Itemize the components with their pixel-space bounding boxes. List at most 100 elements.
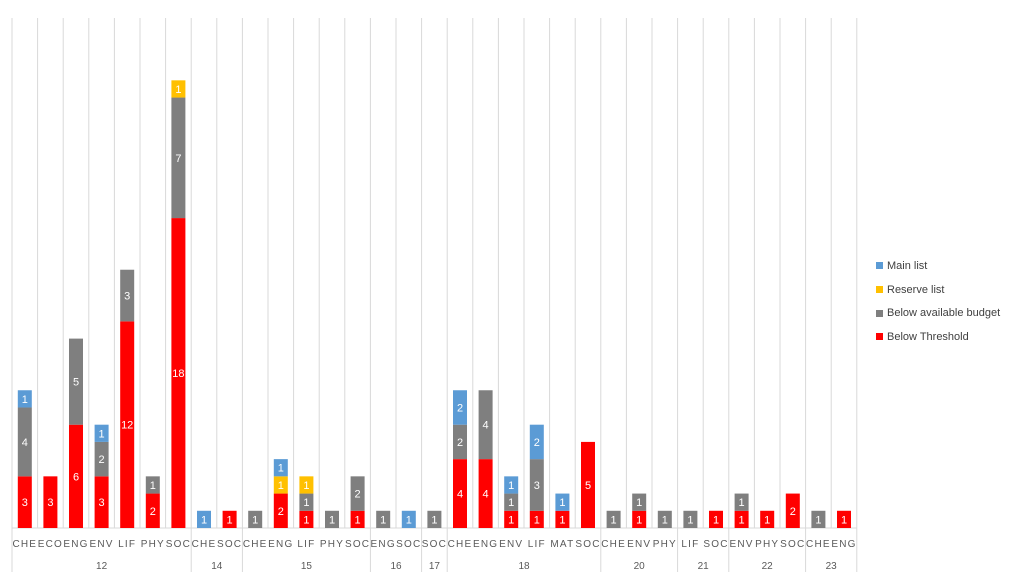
x-tick-label: MAT bbox=[550, 539, 574, 550]
bar-segment bbox=[120, 269, 135, 322]
bar-segment bbox=[811, 510, 826, 528]
legend: Main list Reserve list Below available bud… bbox=[876, 254, 1000, 349]
x-tick-label: LIF bbox=[297, 539, 315, 550]
group-label: 22 bbox=[762, 561, 774, 572]
legend-label: Main list bbox=[887, 259, 928, 272]
data-label: 1 bbox=[303, 480, 309, 492]
data-label: 1 bbox=[662, 514, 668, 526]
x-tick-label: PHY bbox=[141, 539, 165, 550]
bar-segment bbox=[453, 424, 467, 460]
bar-segment bbox=[145, 493, 160, 528]
data-label: 3 bbox=[534, 480, 540, 492]
bar-segment bbox=[94, 424, 109, 442]
x-tick-label: CHE bbox=[806, 539, 831, 550]
bar-segment bbox=[171, 97, 186, 219]
x-tick-label: ECO bbox=[38, 539, 63, 550]
group-label: 12 bbox=[96, 561, 108, 572]
data-label: 4 bbox=[457, 489, 463, 501]
bar-segment bbox=[581, 441, 595, 528]
bar-segment bbox=[709, 510, 723, 528]
bar-segment bbox=[478, 390, 493, 460]
bar-segment bbox=[248, 510, 263, 528]
bar-segment bbox=[299, 476, 314, 494]
data-label: 2 bbox=[534, 437, 540, 449]
bar-segment bbox=[504, 510, 519, 528]
bar-segment bbox=[43, 476, 58, 528]
bar-segment bbox=[120, 321, 135, 528]
legend-label: Below available budget bbox=[887, 307, 1001, 320]
bar-segment bbox=[555, 510, 570, 528]
bar-segment bbox=[222, 510, 237, 528]
data-label: 1 bbox=[175, 84, 181, 96]
legend-item: Reserve list bbox=[876, 278, 1000, 302]
legend-swatch bbox=[876, 333, 883, 341]
bar-segment bbox=[376, 510, 391, 528]
bar-segment bbox=[273, 493, 288, 528]
data-label: 1 bbox=[636, 514, 642, 526]
data-label: 1 bbox=[636, 497, 642, 509]
bar-segment bbox=[529, 424, 544, 460]
data-label: 1 bbox=[431, 514, 437, 526]
data-label: 1 bbox=[278, 463, 284, 475]
x-tick-label: PHY bbox=[320, 539, 344, 550]
x-tick-label: LIF bbox=[118, 539, 136, 550]
bar-segment bbox=[504, 493, 519, 511]
data-label: 5 bbox=[585, 480, 591, 492]
data-label: 1 bbox=[815, 514, 821, 526]
bar-segment bbox=[350, 510, 365, 528]
data-label: 5 bbox=[73, 377, 79, 389]
bar-segment bbox=[837, 510, 851, 528]
bar-segment bbox=[299, 510, 314, 528]
data-label: 3 bbox=[99, 497, 105, 509]
data-label: 1 bbox=[841, 514, 847, 526]
x-tick-label: SOC bbox=[166, 539, 191, 550]
group-label: 16 bbox=[390, 561, 402, 572]
data-label: 1 bbox=[252, 514, 258, 526]
bar-segment bbox=[785, 493, 800, 528]
group-label: 15 bbox=[301, 561, 313, 572]
data-label: 2 bbox=[355, 489, 361, 501]
bar-segment bbox=[504, 476, 519, 494]
x-tick-label: SOC bbox=[575, 539, 600, 550]
data-label: 1 bbox=[99, 428, 105, 440]
data-label: 1 bbox=[559, 514, 565, 526]
data-label: 4 bbox=[483, 420, 489, 432]
x-tick-label: ENV bbox=[499, 539, 523, 550]
bar-segment bbox=[17, 476, 32, 528]
bar-segment bbox=[427, 510, 442, 528]
data-label: 1 bbox=[611, 514, 617, 526]
data-label: 1 bbox=[713, 514, 719, 526]
data-label: 1 bbox=[201, 514, 207, 526]
x-tick-label: CHE bbox=[192, 539, 217, 550]
data-label: 2 bbox=[790, 506, 796, 518]
bar-segment bbox=[273, 459, 288, 477]
data-label: 1 bbox=[355, 514, 361, 526]
bar-segment bbox=[657, 510, 672, 528]
data-label: 1 bbox=[406, 514, 412, 526]
group-label: 20 bbox=[634, 561, 646, 572]
data-label: 1 bbox=[687, 514, 693, 526]
bar-segment bbox=[273, 476, 288, 494]
x-tick-label: SOC bbox=[422, 539, 447, 550]
data-label: 1 bbox=[534, 514, 540, 526]
data-label: 1 bbox=[380, 514, 386, 526]
bar-segment bbox=[632, 510, 647, 528]
data-label: 1 bbox=[22, 394, 28, 406]
group-label: 23 bbox=[826, 561, 838, 572]
bar-segment bbox=[734, 493, 749, 511]
bar-segment bbox=[69, 338, 83, 425]
data-label: 1 bbox=[559, 497, 565, 509]
bar-segment bbox=[17, 407, 32, 477]
data-label: 1 bbox=[278, 480, 284, 492]
bar-segment bbox=[171, 80, 186, 98]
data-label: 1 bbox=[329, 514, 335, 526]
x-tick-label: ENV bbox=[627, 539, 651, 550]
legend-swatch bbox=[876, 262, 883, 270]
bar-segment bbox=[145, 476, 160, 494]
bar-segment bbox=[325, 510, 339, 528]
data-label: 1 bbox=[303, 497, 309, 509]
data-label: 1 bbox=[303, 514, 309, 526]
group-label: 18 bbox=[518, 561, 530, 572]
